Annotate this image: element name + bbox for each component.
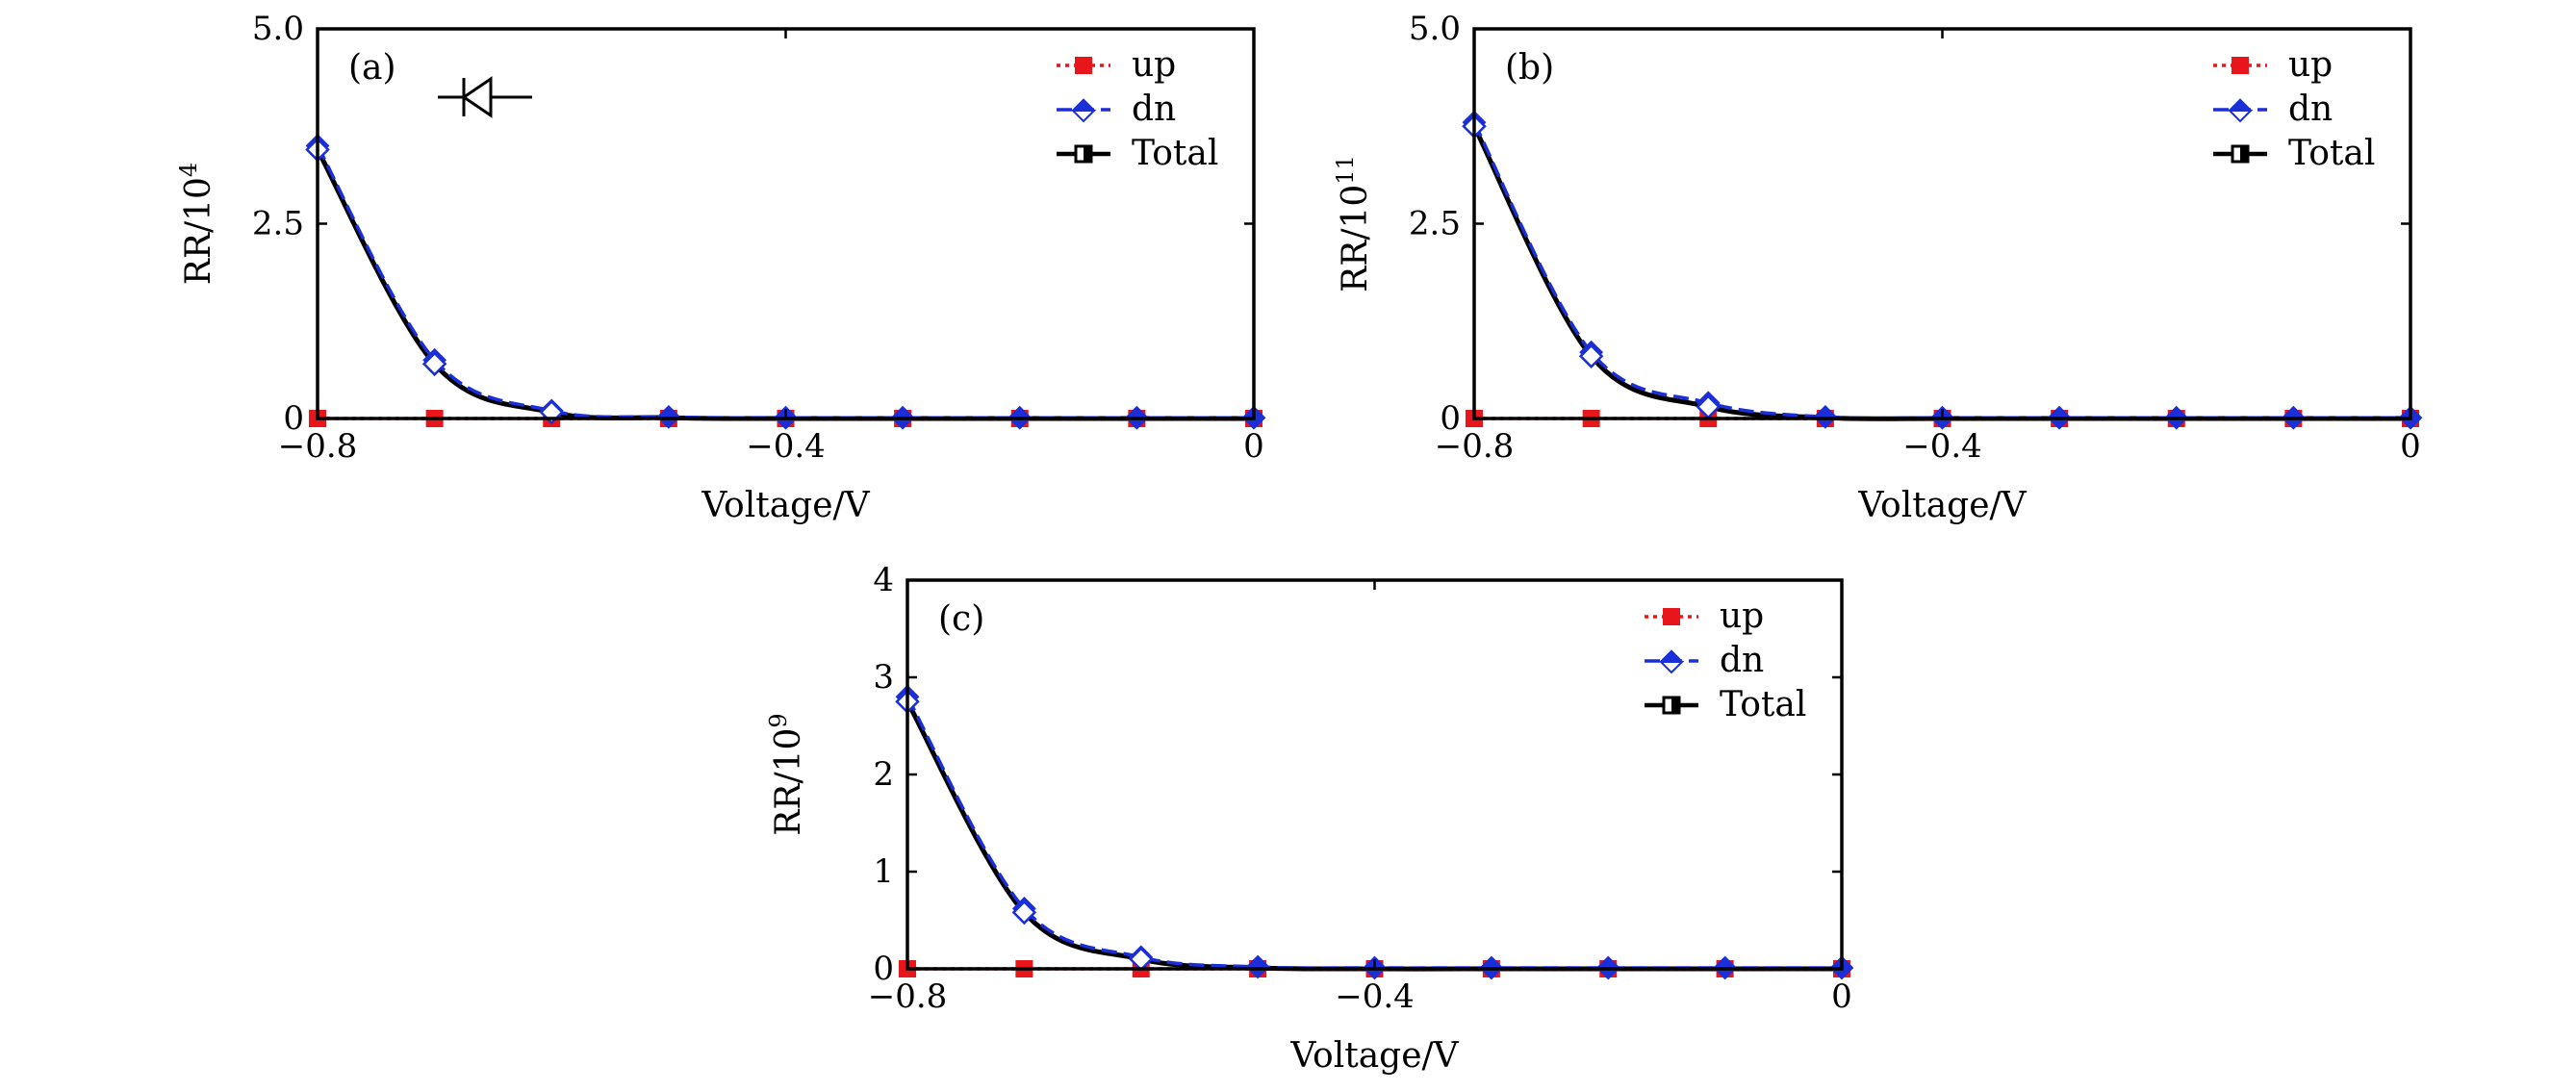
x-axis-label: Voltage/V xyxy=(1857,486,2027,525)
y-axis-label: RR/109 xyxy=(765,713,808,835)
y-tick-label: 5.0 xyxy=(252,10,304,48)
legend-label-total: Total xyxy=(2288,134,2375,173)
y-axis-label-exponent: 4 xyxy=(175,163,202,177)
legend-marker-total-fill xyxy=(2240,146,2248,162)
y-axis-label-exponent: 9 xyxy=(765,713,792,727)
legend-marker-total-fill xyxy=(1084,146,1091,162)
x-tick-label: −0.8 xyxy=(278,427,358,466)
legend: up dn Total xyxy=(1645,596,1806,724)
panel-2: −0.8 −0.4 0 0 1 2 3 4 Voltage/V RR/109 (c) up dn Tota… xyxy=(765,561,1854,1076)
legend-label-dn: dn xyxy=(1720,641,1764,680)
plot-frame xyxy=(1472,27,2412,420)
legend-marker-dn-lower xyxy=(2227,110,2254,123)
series-line-dn xyxy=(905,696,1842,970)
x-axis-label: Voltage/V xyxy=(701,486,870,525)
y-axis-label-base: RR/10 xyxy=(179,177,218,285)
x-tick-label: 0 xyxy=(2400,427,2421,466)
legend-marker-up xyxy=(1075,57,1092,74)
y-axis-label-exponent: 11 xyxy=(1332,155,1359,185)
panel-label: (b) xyxy=(1505,48,1554,88)
series-point-total xyxy=(421,351,447,377)
y-tick-label: 1 xyxy=(873,852,894,891)
legend-label-total: Total xyxy=(1720,685,1806,724)
diode-symbol-icon xyxy=(438,76,532,118)
legend-label-total: Total xyxy=(1132,134,1218,173)
legend-label-dn: dn xyxy=(1132,89,1176,129)
series-line-dn xyxy=(1472,121,2410,420)
legend-marker-dn-lower xyxy=(1658,661,1685,674)
y-tick-label: 3 xyxy=(873,658,894,697)
series-point-dn xyxy=(1245,954,1270,979)
y-tick-label: 4 xyxy=(873,561,894,599)
diode-triangle xyxy=(461,76,493,118)
x-axis-label: Voltage/V xyxy=(1289,1036,1459,1076)
y-tick-label: 5.0 xyxy=(1409,10,1461,48)
x-tick-label: 0 xyxy=(1243,427,1264,466)
x-tick-label: −0.4 xyxy=(1335,977,1415,1016)
x-tick-label: 0 xyxy=(1831,977,1852,1016)
y-tick-label: 2 xyxy=(873,755,894,794)
x-tick-label: −0.4 xyxy=(1902,427,1982,466)
series-point-total xyxy=(1011,900,1037,926)
y-tick-label: 2.5 xyxy=(252,205,304,243)
y-tick-label: 0 xyxy=(283,399,304,438)
y-axis-label: RR/1011 xyxy=(1332,155,1375,292)
legend-marker-up xyxy=(1663,608,1680,625)
y-axis-label-base: RR/10 xyxy=(1336,185,1375,292)
legend-label-up: up xyxy=(2288,45,2333,85)
y-tick-label: 0 xyxy=(873,950,894,988)
x-tick-label: −0.8 xyxy=(1435,427,1515,466)
series-line-total xyxy=(315,148,1254,421)
legend-marker-up xyxy=(2232,57,2249,74)
legend-label-up: up xyxy=(1132,45,1176,85)
legend-label-dn: dn xyxy=(2288,89,2333,129)
x-tick-label: −0.8 xyxy=(868,977,948,1016)
panel-label: (c) xyxy=(938,599,984,639)
legend-marker-total-fill xyxy=(1671,698,1679,713)
y-axis-label-base: RR/10 xyxy=(769,728,808,836)
y-tick-label: 0 xyxy=(1440,399,1461,438)
series-line-dn xyxy=(316,144,1254,419)
legend-marker-dn-lower xyxy=(1070,110,1097,123)
y-axis-label: RR/104 xyxy=(175,163,218,285)
series-point-total xyxy=(1578,343,1604,368)
legend-label-up: up xyxy=(1720,596,1764,636)
panel-label: (a) xyxy=(348,48,396,88)
plot-frame xyxy=(316,27,1256,420)
y-tick-label: 2.5 xyxy=(1409,205,1461,243)
plot-frame xyxy=(905,578,1844,971)
x-tick-label: −0.4 xyxy=(746,427,826,466)
